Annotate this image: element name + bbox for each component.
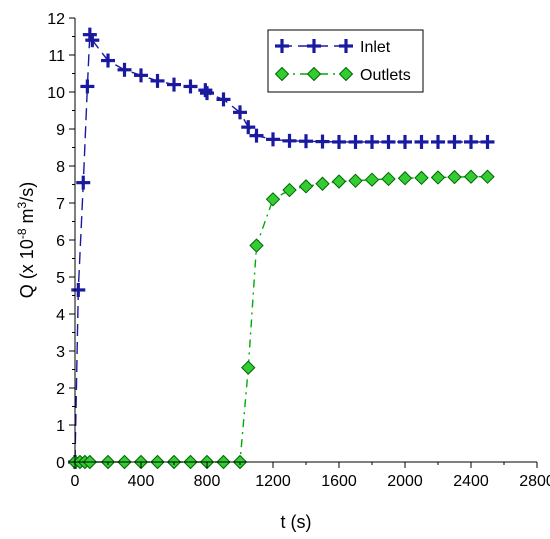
legend-label: Outlets: [360, 67, 411, 84]
y-tick-label: 10: [47, 85, 65, 102]
data-point: [266, 132, 280, 147]
y-tick-label: 0: [56, 455, 65, 472]
y-tick-label: 8: [56, 159, 65, 176]
data-point: [76, 175, 91, 190]
y-tick-label: 5: [56, 270, 65, 287]
legend-marker: [306, 66, 322, 82]
data-point: [397, 171, 413, 186]
x-tick-label: 1200: [255, 473, 291, 490]
y-tick-label: 12: [47, 11, 65, 28]
data-point: [381, 171, 396, 187]
y-axis-label-part: m: [17, 208, 37, 228]
data-point: [315, 134, 330, 149]
data-point: [414, 170, 429, 186]
y-axis-label-superscript: -8: [15, 228, 29, 239]
data-point: [249, 128, 264, 143]
data-point: [298, 179, 314, 194]
data-point: [447, 134, 462, 149]
y-tick-label: 4: [56, 307, 65, 324]
data-point: [101, 53, 115, 68]
data-point: [348, 134, 363, 149]
data-point: [480, 134, 495, 149]
y-axis-label: Q (x 10-8 m3/s): [15, 182, 37, 298]
data-point: [480, 169, 495, 184]
data-point: [85, 33, 100, 48]
y-tick-label: 1: [56, 418, 65, 435]
y-tick-label: 3: [56, 344, 65, 361]
data-point: [134, 68, 148, 83]
x-tick-label: 2800: [519, 473, 550, 490]
x-axis-label: t (s): [281, 512, 312, 532]
data-point: [167, 77, 181, 92]
x-tick-label: 2000: [387, 473, 423, 490]
data-point: [200, 86, 214, 101]
data-point: [315, 176, 330, 191]
data-point: [463, 169, 479, 184]
x-tick-label: 0: [71, 473, 80, 490]
data-point: [414, 134, 429, 149]
legend: Inlet Outlets: [267, 29, 424, 93]
y-tick-label: 2: [56, 381, 65, 398]
data-point: [150, 73, 165, 88]
data-point: [398, 134, 412, 149]
legend-item-inlet: Inlet: [275, 39, 391, 56]
legend-marker: [275, 39, 289, 53]
x-tick-label: 1600: [321, 473, 357, 490]
x-tick-label: 800: [194, 473, 221, 490]
legend-marker: [339, 39, 353, 53]
data-point: [331, 174, 347, 189]
data-point: [364, 172, 380, 187]
legend-marker: [274, 66, 290, 82]
data-point: [216, 92, 231, 107]
x-tick-label: 400: [128, 473, 155, 490]
data-point: [348, 173, 363, 189]
legend-label: Inlet: [360, 39, 391, 56]
y-tick-label: 6: [56, 233, 65, 250]
data-point: [265, 192, 281, 207]
data-point: [332, 134, 346, 149]
data-point: [299, 134, 313, 149]
legend-marker: [307, 39, 321, 53]
data-point: [241, 360, 256, 375]
data-point: [447, 169, 462, 185]
data-point: [249, 238, 264, 253]
legend-item-outlets: Outlets: [274, 66, 411, 84]
y-tick-label: 7: [56, 196, 65, 213]
data-point: [71, 282, 86, 297]
data-point: [431, 134, 445, 149]
y-axis-label-superscript: 3: [15, 201, 29, 208]
data-point: [464, 134, 478, 149]
data-point: [430, 170, 446, 185]
data-point: [365, 134, 379, 149]
data-point: [198, 83, 213, 98]
y-axis-label-part: /s): [17, 182, 37, 202]
x-tick-label: 2400: [453, 473, 489, 490]
legend-marker: [338, 66, 354, 82]
data-point: [241, 120, 256, 135]
data-point: [282, 133, 297, 148]
data-point: [381, 134, 396, 149]
data-point: [80, 79, 95, 94]
y-axis-label-part: Q (x 10: [17, 239, 37, 298]
data-point: [282, 182, 297, 198]
data-point: [233, 105, 247, 120]
y-tick-label: 11: [48, 48, 65, 65]
y-tick-label: 9: [56, 122, 65, 139]
data-point: [117, 62, 132, 77]
data-point: [183, 79, 198, 94]
